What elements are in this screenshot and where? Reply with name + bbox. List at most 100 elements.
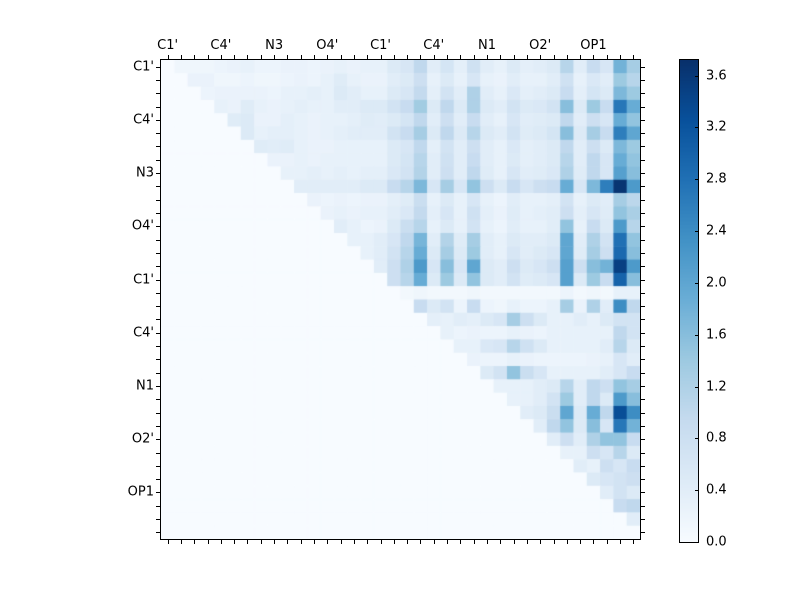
colorbar-tick <box>695 179 699 181</box>
axis-tick <box>380 55 382 59</box>
axis-tick <box>260 540 262 544</box>
colorbar-tick <box>695 438 699 440</box>
axis-tick <box>156 66 160 68</box>
axis-tick <box>606 540 608 544</box>
axis-tick <box>156 199 160 201</box>
axis-tick <box>156 146 160 148</box>
axis-tick <box>156 492 160 494</box>
axis-tick <box>156 213 160 214</box>
axis-tick <box>593 55 595 59</box>
axis-tick <box>156 385 160 387</box>
axis-tick <box>156 159 160 161</box>
axis-tick <box>367 540 369 544</box>
axis-tick <box>156 425 160 427</box>
x-axis-label: N3 <box>265 38 284 53</box>
axis-tick <box>340 55 342 59</box>
axis-tick <box>580 540 582 544</box>
axis-tick <box>353 55 355 59</box>
x-axis-label: C4' <box>210 38 232 53</box>
x-axis-label: O2' <box>529 38 552 53</box>
axis-tick <box>641 519 645 521</box>
axis-tick <box>180 55 182 59</box>
y-axis-label: OP1 <box>127 484 154 500</box>
heatmap-plot-area <box>160 59 641 540</box>
axis-tick <box>460 55 462 59</box>
axis-tick <box>641 346 645 348</box>
axis-tick <box>566 540 568 544</box>
axis-tick <box>156 106 160 108</box>
axis-tick <box>641 385 645 387</box>
axis-tick <box>156 532 160 534</box>
colorbar <box>679 59 699 543</box>
axis-tick <box>641 106 645 108</box>
axis-tick <box>460 540 462 544</box>
axis-tick <box>433 540 435 544</box>
axis-tick <box>300 540 302 544</box>
axis-tick <box>641 119 645 121</box>
axis-tick <box>641 372 645 374</box>
axis-tick <box>156 439 160 441</box>
colorbar-tick-label: 3.6 <box>706 68 727 84</box>
axis-tick <box>327 55 329 59</box>
axis-tick <box>641 292 645 294</box>
axis-tick <box>156 399 160 401</box>
axis-tick <box>156 306 160 308</box>
x-axis-label: C1' <box>157 38 179 53</box>
axis-tick <box>156 186 160 188</box>
axis-tick <box>156 79 160 81</box>
axis-tick <box>620 55 622 59</box>
axis-tick <box>641 133 645 135</box>
axis-tick <box>156 266 160 268</box>
axis-tick <box>156 292 160 294</box>
axis-tick <box>641 332 645 334</box>
axis-tick <box>234 55 236 59</box>
axis-tick <box>566 55 568 59</box>
axis-tick <box>274 55 276 59</box>
axis-tick <box>641 79 645 81</box>
axis-tick <box>156 226 160 228</box>
axis-tick <box>473 540 475 544</box>
axis-tick <box>553 55 555 59</box>
axis-tick <box>641 439 645 441</box>
axis-tick <box>407 55 409 59</box>
axis-tick <box>633 540 635 544</box>
axis-tick <box>156 239 160 241</box>
axis-tick <box>156 465 160 467</box>
axis-tick <box>641 505 645 507</box>
axis-tick <box>156 252 160 254</box>
y-axis-label: O2' <box>131 431 154 447</box>
axis-tick <box>340 540 342 544</box>
colorbar-tick <box>695 282 699 284</box>
axis-tick <box>156 279 160 281</box>
axis-tick <box>327 540 329 544</box>
axis-tick <box>156 133 160 135</box>
axis-tick <box>156 452 160 454</box>
axis-tick <box>526 540 528 544</box>
axis-tick <box>420 540 422 544</box>
axis-tick <box>641 452 645 454</box>
axis-tick <box>167 55 169 59</box>
axis-tick <box>207 55 209 59</box>
colorbar-tick <box>695 127 699 129</box>
axis-tick <box>641 399 645 401</box>
axis-tick <box>156 412 160 414</box>
axis-tick <box>194 55 196 59</box>
axis-tick <box>234 540 236 544</box>
axis-tick <box>500 540 502 544</box>
axis-tick <box>641 66 645 68</box>
y-axis-label: N3 <box>136 165 154 181</box>
y-axis-label: C4' <box>133 112 154 128</box>
x-axis-label: O4' <box>316 38 339 53</box>
y-axis-label: C1' <box>133 272 154 288</box>
axis-tick <box>633 55 635 59</box>
axis-tick <box>486 55 488 59</box>
axis-tick <box>156 173 160 175</box>
axis-tick <box>447 540 449 544</box>
colorbar-tick-label: 0.0 <box>706 534 727 550</box>
axis-tick <box>156 332 160 334</box>
axis-tick <box>641 532 645 534</box>
axis-tick <box>641 306 645 308</box>
axis-tick <box>314 540 315 544</box>
axis-tick <box>540 540 542 544</box>
axis-tick <box>156 346 160 348</box>
